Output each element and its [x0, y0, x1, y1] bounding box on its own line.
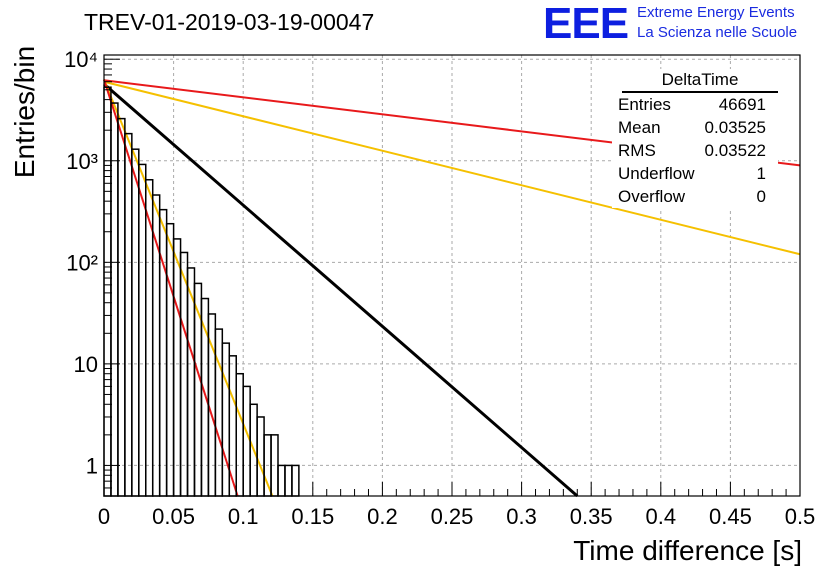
plot-title: TREV-01-2019-03-19-00047 — [84, 9, 375, 35]
org-line-2: La Scienza nelle Scuole — [637, 24, 798, 41]
x-tick-label: 0.45 — [709, 504, 752, 529]
x-tick-label: 0.15 — [291, 504, 334, 529]
y-axis-label: Entries/bin — [9, 46, 40, 178]
x-tick-label: 0.3 — [506, 504, 537, 529]
stats-label: Underflow — [618, 164, 695, 183]
histogram-bar — [221, 342, 231, 497]
y-tick-label: 10³ — [66, 149, 98, 174]
org-line-1: Extreme Energy Events — [637, 4, 795, 21]
histogram-bar — [158, 208, 168, 497]
stats-value: 0.03522 — [704, 141, 766, 160]
y-tick-label: 10 — [74, 352, 98, 377]
histogram-bar — [172, 238, 182, 497]
stats-label: RMS — [618, 141, 656, 160]
histogram-bar — [138, 163, 147, 497]
stats-value: 0 — [756, 187, 766, 206]
histogram-bar — [291, 464, 300, 497]
histogram-bar — [235, 372, 244, 497]
stats-value: 46691 — [718, 95, 766, 114]
stats-label: Overflow — [618, 187, 686, 206]
histogram-bar — [256, 416, 265, 497]
x-tick-label: 0.35 — [570, 504, 613, 529]
x-tick-label: 0.5 — [785, 504, 816, 529]
stats-value: 1 — [756, 164, 766, 183]
histogram-bar — [165, 222, 175, 497]
x-tick-label: 0.05 — [152, 504, 195, 529]
histogram-bar — [179, 251, 189, 497]
x-tick-label: 0.2 — [367, 504, 398, 529]
organization-label: Extreme Energy Events La Scienza nelle S… — [637, 3, 797, 43]
eee-logo: EEE — [543, 0, 629, 48]
histogram-bar — [277, 464, 286, 497]
x-axis-label: Time difference [s] — [573, 535, 802, 566]
axis-ticks: 0 0.05 0.1 0.15 0.2 0.25 0.3 0.35 0.4 0.45 0.51101… — [64, 47, 815, 529]
stats-box: DeltaTime Entries 46691 Mean 0.03525 RMS… — [612, 69, 778, 208]
y-tick-label: 10² — [66, 250, 98, 275]
histogram-bar — [117, 117, 126, 497]
x-tick-label: 0 — [98, 504, 110, 529]
y-tick-label: 10⁴ — [64, 47, 98, 72]
stats-row-entries: Entries 46691 — [612, 93, 778, 116]
grid-lines — [104, 55, 800, 496]
x-tick-label: 0.1 — [228, 504, 259, 529]
stats-row-overflow: Overflow 0 — [612, 185, 778, 208]
stats-row-mean: Mean 0.03525 — [612, 116, 778, 139]
fit-line — [103, 82, 579, 498]
stats-row-underflow: Underflow 1 — [612, 162, 778, 185]
stats-value: 0.03525 — [704, 118, 766, 137]
bound-line — [103, 80, 801, 256]
histogram-bar — [124, 132, 133, 497]
histogram-bar — [242, 385, 251, 497]
histogram-bar — [214, 328, 224, 497]
y-tick-label: 1 — [86, 453, 98, 478]
histogram-bar — [284, 464, 293, 497]
stats-box-title: DeltaTime — [622, 69, 778, 93]
stats-label: Entries — [618, 95, 671, 114]
stats-row-rms: RMS 0.03522 — [612, 139, 778, 162]
x-tick-label: 0.4 — [646, 504, 677, 529]
histogram-bar — [131, 148, 140, 497]
x-tick-label: 0.25 — [431, 504, 474, 529]
histogram-bar — [110, 102, 119, 497]
stats-label: Mean — [618, 118, 661, 137]
